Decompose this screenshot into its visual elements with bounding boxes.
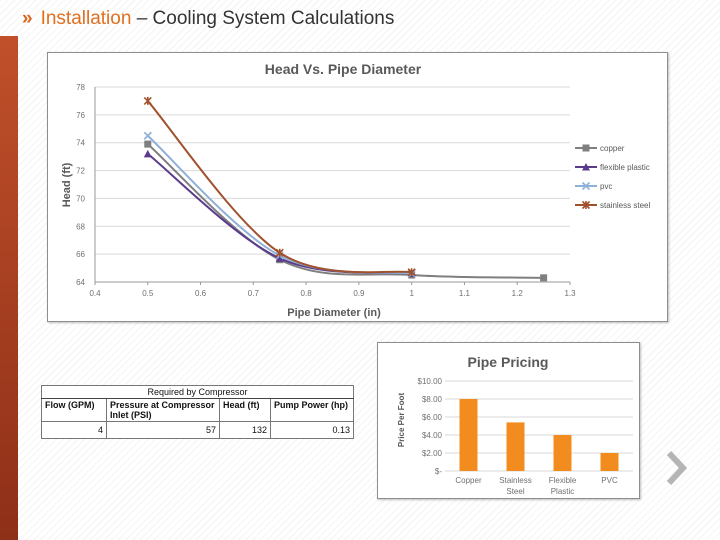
bar-category-label: Steel [506,487,524,496]
legend-entry: flexible plastic [600,163,650,172]
data-point [540,274,548,282]
x-tick-label: 1.2 [512,289,524,298]
data-point [581,181,591,191]
table-caption: Required by Compressor [41,385,354,399]
legend-entry: copper [600,144,625,153]
header-head: Head (ft) [219,398,271,422]
data-point [582,144,590,152]
x-tick-label: 0.7 [248,289,260,298]
bar-category-label: Stainless [499,476,531,485]
bar-flexible-plastic [553,435,572,471]
legend-entry: stainless steel [600,201,650,210]
table-row: 4 57 132 0.13 [41,421,354,439]
y-tick-label: 78 [76,83,85,92]
bar-category-label: PVC [601,476,618,485]
line-chart-canvas: Head Vs. Pipe Diameter 64 66 68 70 72 74 76 78 0… [61,61,650,319]
data-point [582,163,590,171]
y-axis-label: Head (ft) [61,162,73,207]
title-section: Installation [40,8,132,29]
bar-group [459,399,619,471]
data-point [407,268,416,277]
data-point [275,248,284,257]
requirements-table: Required by Compressor Flow (GPM) Pressu… [41,385,354,439]
legend-entry: pvc [600,182,612,191]
x-tick-label: 0.9 [353,289,365,298]
y-tick-label: 66 [76,250,85,259]
y-tick-label: 74 [76,139,85,148]
header-flow: Flow (GPM) [41,398,107,422]
bar-pvc [600,453,619,471]
table-caption-row: Required by Compressor [41,385,354,399]
x-tick-label: 1.1 [459,289,471,298]
left-accent-bar [0,36,18,540]
y-tick-label: 72 [76,167,85,176]
data-point [144,140,152,148]
data-point [581,200,591,210]
cell-pump-power: 0.13 [270,421,354,439]
header-pressure: Pressure at Compressor Inlet (PSI) [106,398,220,422]
x-tick-label: 0.6 [195,289,207,298]
bar-axis-labels: $- $2.00 $4.00 $6.00 $8.00 $10.00 Copper Stainl… [418,377,618,496]
bar-y-tick-label: $2.00 [422,449,443,458]
chart-title: Head Vs. Pipe Diameter [265,61,422,77]
bar-y-tick-label: $- [435,467,442,476]
data-point [143,131,152,140]
table-header-row: Flow (GPM) Pressure at Compressor Inlet … [41,398,354,422]
bar-y-tick-label: $4.00 [422,431,443,440]
series-line-stainless-steel [147,100,412,274]
header-pump-power: Pump Power (hp) [270,398,354,422]
head-vs-diameter-chart: Head Vs. Pipe Diameter 64 66 68 70 72 74 76 78 0… [47,52,668,322]
title-bullet: » [22,8,33,29]
gridlines [95,86,570,283]
x-tick-label: 1 [409,289,414,298]
cell-pressure: 57 [106,421,220,439]
bar-chart-title: Pipe Pricing [468,354,549,370]
legend: copper flexible plastic pvc stainless steel [575,144,650,210]
chevron-right-icon [666,450,688,486]
bar-y-axis-label: Price Per Foot [397,393,406,448]
axes: 64 66 68 70 72 74 76 78 0.4 0.5 0.6 0.7 0.8 0.9 1 1.1 1.… [76,83,576,298]
x-axis-label: Pipe Diameter (in) [287,307,381,319]
bar-stainless-steel [506,422,525,471]
series-line-copper [147,143,544,279]
data-point [143,149,152,158]
bar-copper [459,399,478,471]
bar-category-label: Copper [455,476,482,485]
next-slide-button[interactable] [664,450,688,486]
y-tick-label: 64 [76,278,85,287]
x-tick-label: 0.4 [89,289,101,298]
requirements-table-container: Required by Compressor Flow (GPM) Pressu… [41,385,354,439]
x-tick-label: 1.3 [564,289,576,298]
series-group [143,96,548,282]
cell-flow: 4 [41,421,107,439]
cell-head: 132 [219,421,271,439]
slide-title: » Installation – Cooling System Calculati… [22,6,394,32]
bar-category-label: Plastic [551,487,575,496]
x-tick-label: 0.5 [142,289,154,298]
pipe-pricing-chart: Pipe Pricing $- $2.00 $4.00 $6.00 $8.00 $10.0… [377,342,640,499]
bar-y-tick-label: $10.00 [418,377,443,386]
bar-chart-canvas: Pipe Pricing $- $2.00 $4.00 $6.00 $8.00 $10.0… [397,354,633,496]
bar-y-tick-label: $6.00 [422,413,443,422]
y-tick-label: 68 [76,222,85,231]
bar-category-label: Flexible [549,476,577,485]
y-tick-label: 76 [76,111,85,120]
bar-y-tick-label: $8.00 [422,395,443,404]
data-point [275,254,284,262]
title-topic: – Cooling System Calculations [131,8,395,29]
x-tick-label: 0.8 [301,289,313,298]
y-tick-label: 70 [76,194,85,203]
data-point [143,96,152,105]
